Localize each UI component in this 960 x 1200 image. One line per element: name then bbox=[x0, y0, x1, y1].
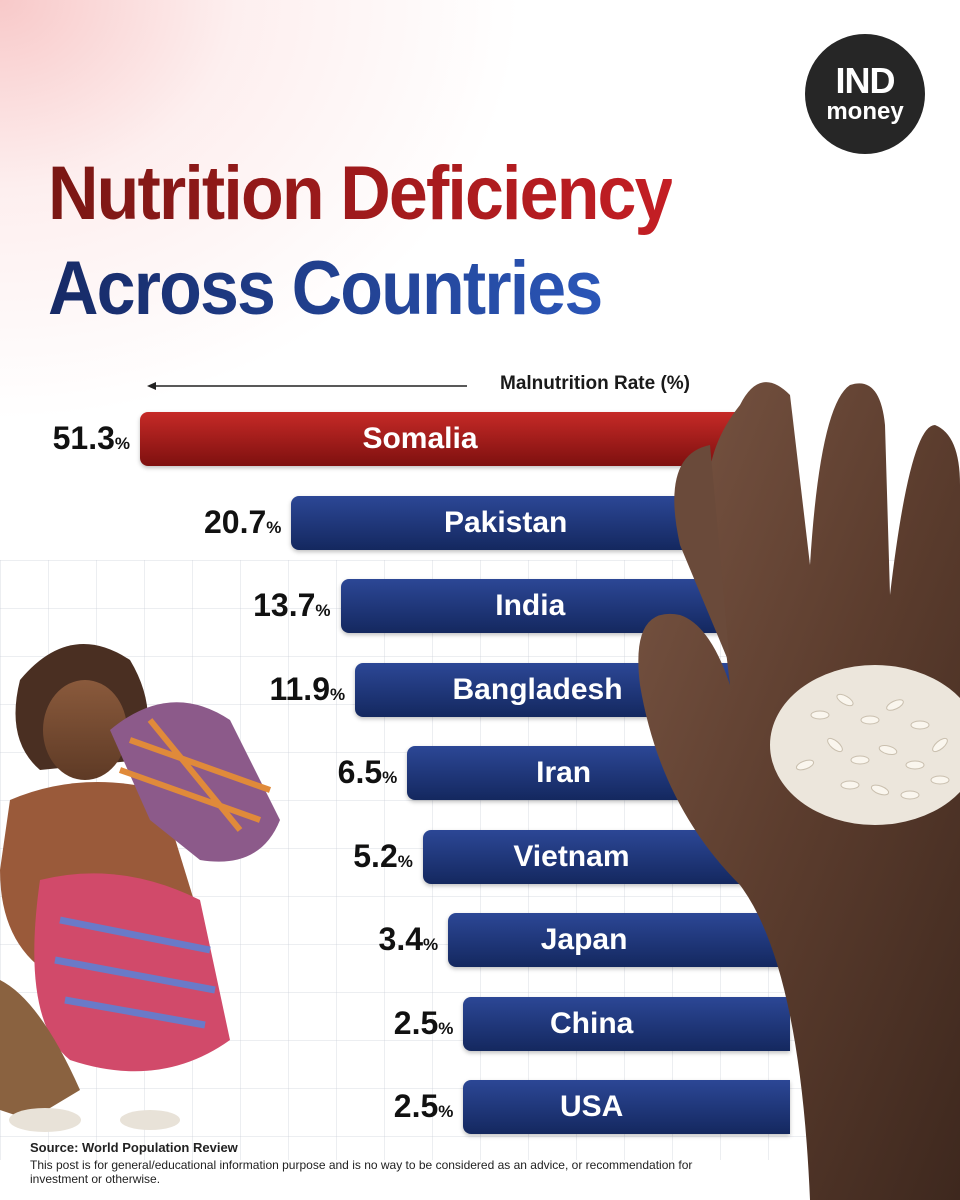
title-line-2: Across Countries bbox=[48, 246, 603, 331]
source-note: Source: World Population Review bbox=[30, 1140, 238, 1155]
bar-somalia: Somalia bbox=[140, 412, 790, 466]
bar-label: USA bbox=[560, 1090, 624, 1123]
bar-label: Vietnam bbox=[513, 839, 630, 873]
value-label: 5.2% bbox=[353, 837, 413, 874]
value-label: 11.9% bbox=[269, 670, 346, 707]
bar-label: Japan bbox=[540, 923, 628, 956]
bar-label: India bbox=[495, 589, 566, 622]
hands-rice-photo bbox=[638, 382, 960, 1200]
title-line-1: Nutrition Deficiency bbox=[48, 151, 673, 236]
bar-label: Somalia bbox=[362, 422, 478, 455]
bar-japan: Japan bbox=[448, 913, 790, 967]
axis-arrow-icon bbox=[147, 382, 467, 390]
bar-label: Pakistan bbox=[443, 505, 568, 539]
bar-label: China bbox=[550, 1006, 634, 1040]
disclaimer-text: This post is for general/educational inf… bbox=[30, 1158, 693, 1186]
axis-label: Malnutrition Rate (%) bbox=[500, 373, 690, 394]
logo-top-text: IND bbox=[835, 60, 896, 101]
value-label: 3.4% bbox=[378, 921, 439, 957]
indmoney-logo: IND money bbox=[805, 34, 925, 154]
value-label: 2.5% bbox=[393, 1004, 454, 1041]
value-label: 51.3% bbox=[52, 420, 130, 456]
value-label: 2.5% bbox=[393, 1088, 454, 1124]
value-label: 13.7% bbox=[253, 587, 331, 623]
bar-label: Bangladesh bbox=[452, 672, 623, 706]
logo-bottom-text: money bbox=[826, 98, 904, 125]
value-label: 6.5% bbox=[337, 754, 398, 790]
value-label: 20.7% bbox=[203, 503, 282, 540]
bar-label: Iran bbox=[536, 756, 592, 789]
bar-china: China bbox=[463, 996, 790, 1051]
bar-usa: USA bbox=[463, 1080, 790, 1134]
children-photo bbox=[0, 644, 280, 1132]
